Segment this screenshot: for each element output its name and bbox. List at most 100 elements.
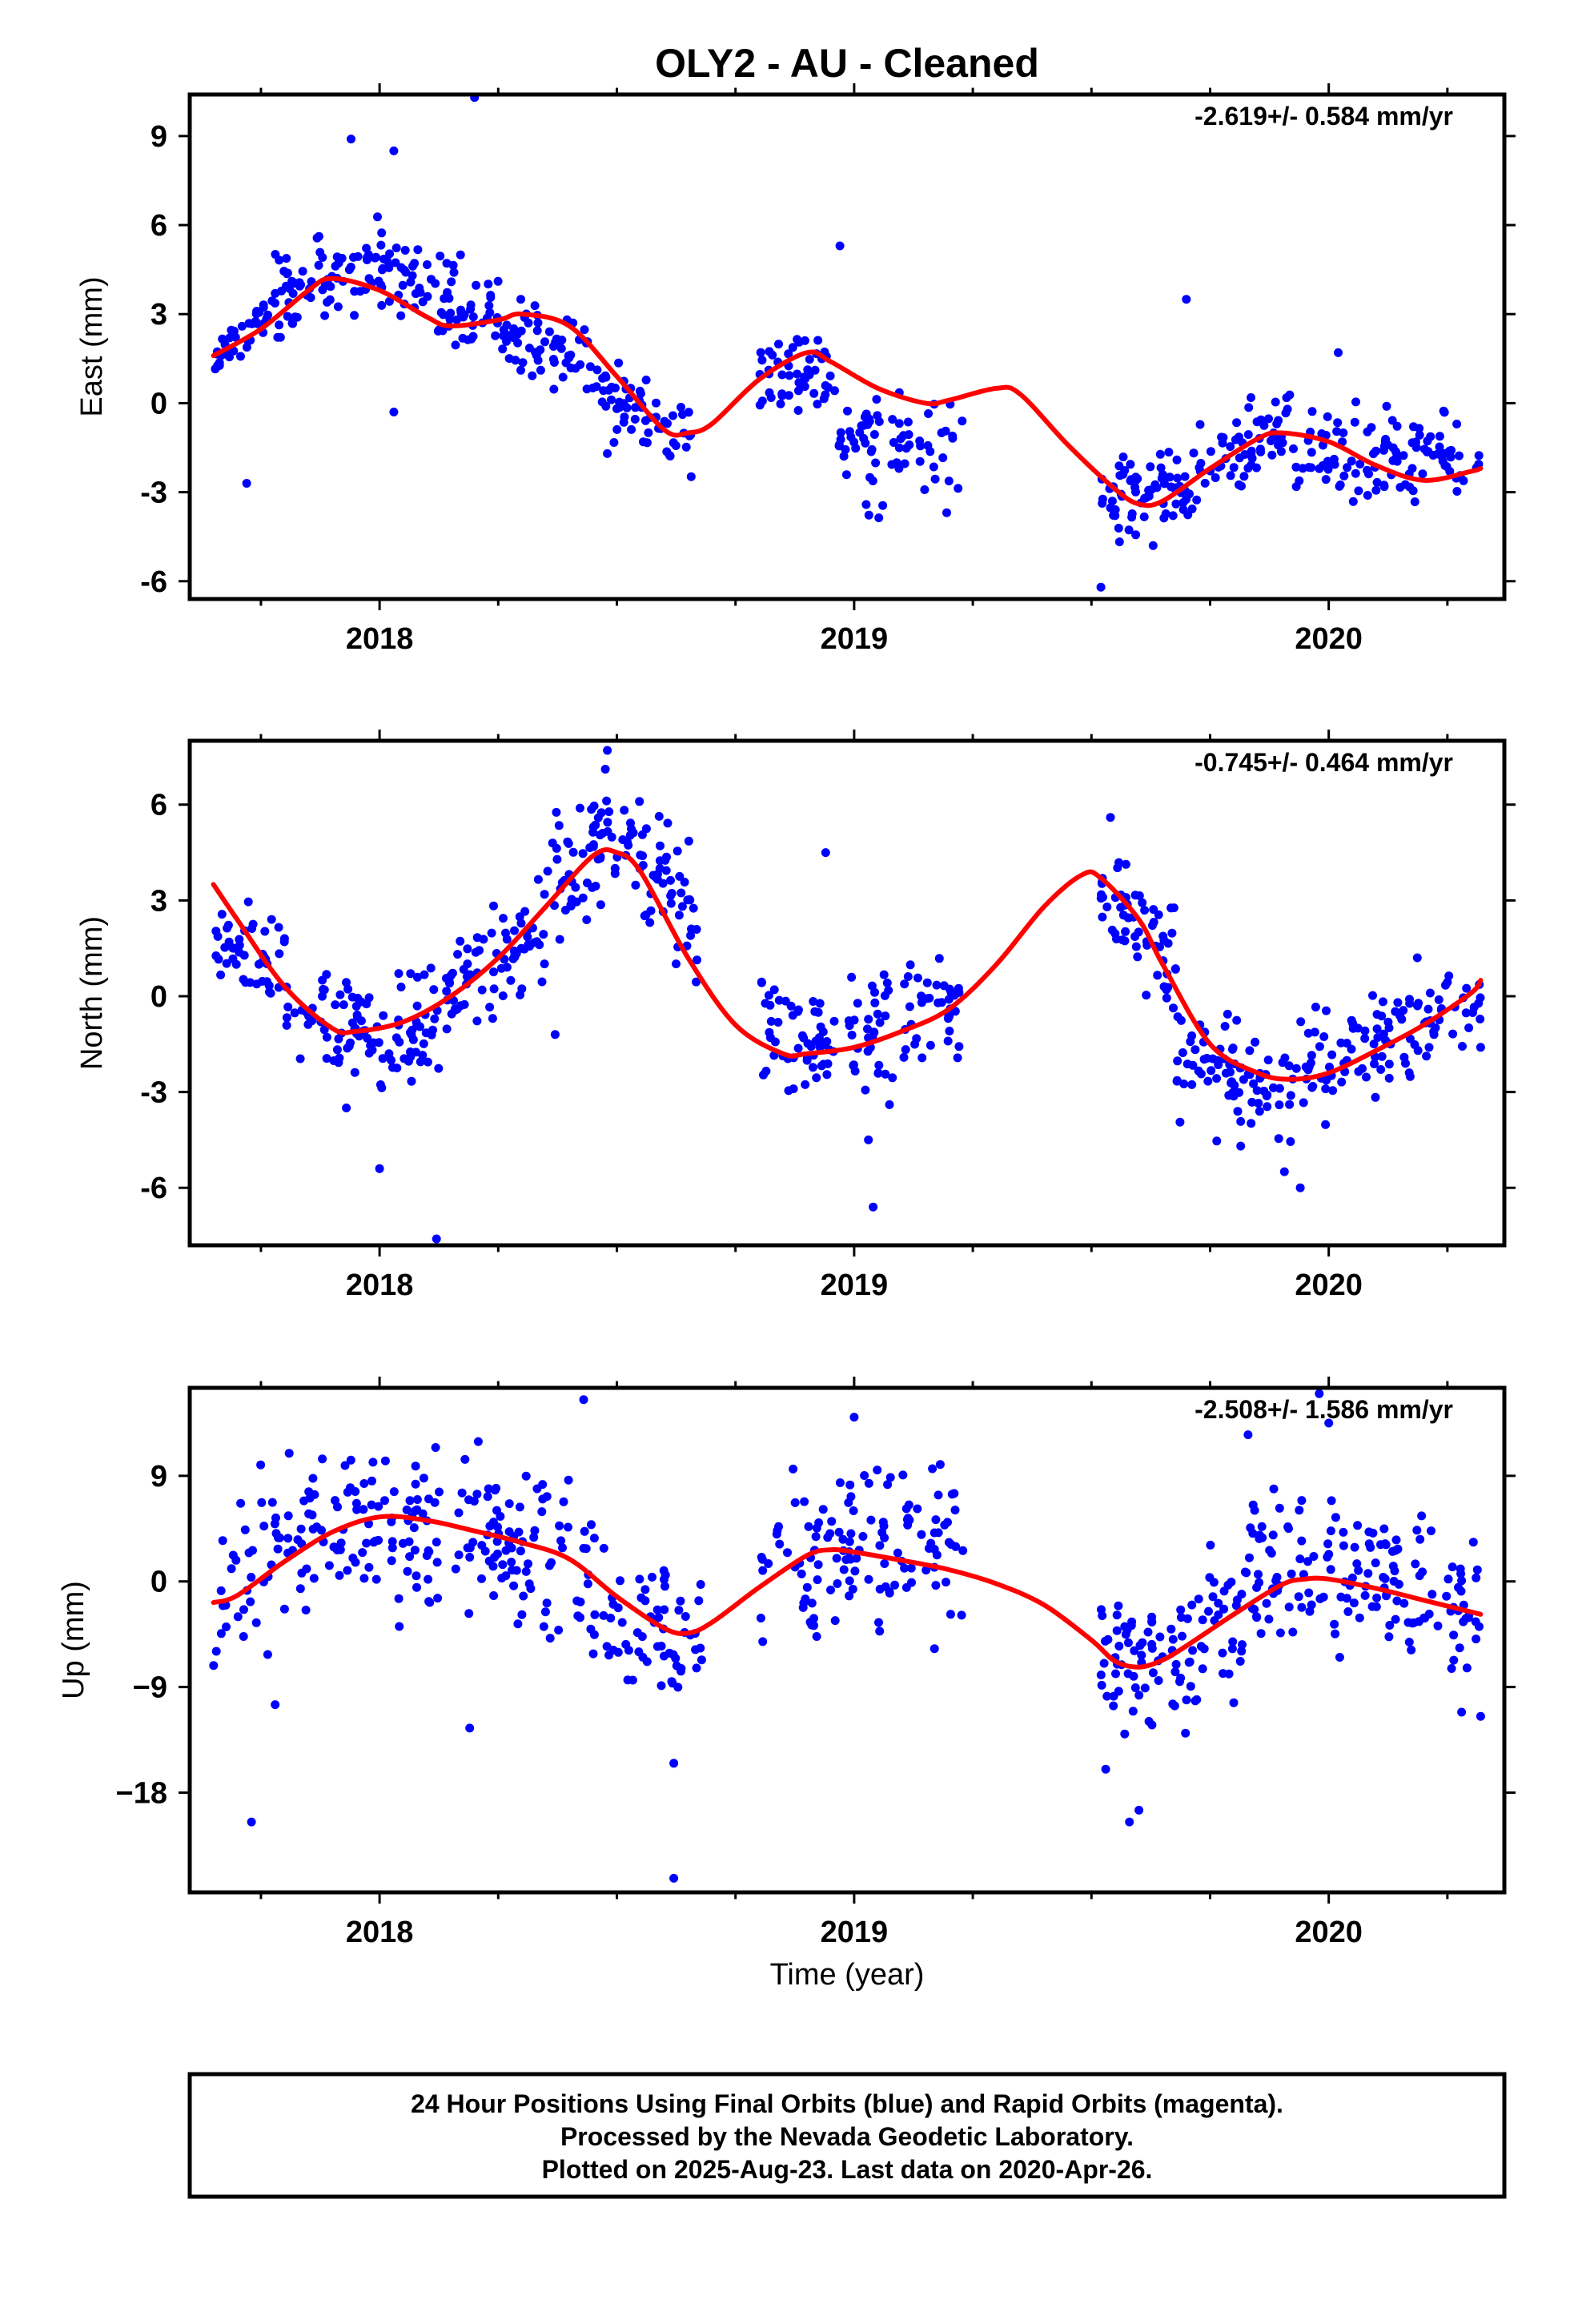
data-point [524, 1579, 534, 1589]
data-point [247, 924, 257, 933]
data-point [788, 343, 797, 352]
data-point [236, 1498, 246, 1508]
data-point [1131, 530, 1141, 540]
panel-up: 2018 2019 2020 −18 −9 0 9 Up (mm) -2.508+/- 1.58… [57, 1377, 1516, 1949]
data-point [363, 253, 371, 263]
data-point [512, 1566, 521, 1575]
model-fit-line [211, 275, 1484, 509]
data-point [407, 1030, 416, 1039]
data-point [1339, 1541, 1348, 1550]
data-point [1155, 449, 1165, 459]
data-point [592, 365, 602, 375]
data-point [1429, 1030, 1439, 1039]
data-point [580, 325, 589, 335]
data-point [567, 895, 576, 904]
data-point [1462, 983, 1472, 993]
data-point [614, 358, 624, 368]
data-point [864, 1478, 873, 1488]
data-point [1284, 1602, 1294, 1612]
data-point [631, 403, 640, 412]
data-point [283, 1002, 293, 1011]
data-point [484, 1484, 493, 1494]
data-point [524, 318, 533, 328]
data-point [845, 1576, 854, 1586]
data-point [284, 1449, 294, 1458]
data-point [1334, 348, 1343, 357]
data-point [477, 985, 487, 995]
data-point [1187, 1600, 1197, 1610]
data-point [549, 384, 559, 394]
data-point [489, 1591, 499, 1600]
data-point [1271, 397, 1280, 407]
data-point [398, 1538, 408, 1548]
data-point [308, 1524, 318, 1534]
data-point [1208, 1592, 1218, 1602]
data-point [835, 241, 845, 251]
data-point [1175, 1117, 1185, 1127]
data-point [859, 433, 869, 443]
data-point [836, 428, 845, 437]
data-point [632, 1628, 642, 1638]
data-point [564, 1475, 573, 1485]
data-point [624, 840, 633, 850]
data-point [1415, 1534, 1425, 1544]
data-point [645, 918, 655, 927]
y-tick-label: 9 [151, 1460, 167, 1494]
data-point [256, 1460, 266, 1470]
data-point [273, 332, 283, 342]
data-point [669, 1650, 678, 1659]
data-point [761, 1067, 771, 1076]
data-point [1178, 1048, 1187, 1057]
data-point [419, 1039, 428, 1048]
data-point [804, 1522, 813, 1531]
data-point [1325, 1062, 1334, 1072]
data-point [267, 1498, 277, 1507]
data-point [1191, 1045, 1200, 1055]
data-point [592, 382, 601, 392]
data-point [518, 358, 528, 368]
data-point [506, 975, 516, 985]
data-point [558, 372, 568, 382]
data-point [1389, 1577, 1399, 1586]
data-point [596, 808, 606, 818]
data-point [903, 972, 913, 981]
data-point [825, 371, 835, 380]
data-point [1118, 935, 1127, 945]
data-point [928, 1464, 938, 1474]
data-point [1382, 401, 1391, 411]
data-point [874, 1618, 883, 1627]
data-point [930, 1644, 939, 1654]
data-point [1456, 1586, 1466, 1596]
data-point [1297, 1536, 1307, 1546]
data-point [1109, 1701, 1118, 1711]
data-point [658, 879, 668, 888]
data-point [875, 1018, 885, 1027]
data-point [1333, 418, 1343, 428]
data-point [1448, 1029, 1458, 1039]
data-point [402, 1505, 412, 1514]
data-point [926, 1538, 936, 1548]
data-point [1240, 450, 1250, 459]
data-point [905, 1002, 914, 1011]
data-point [1355, 460, 1365, 468]
data-point [513, 1619, 523, 1629]
data-point [1385, 1621, 1395, 1630]
data-point [809, 997, 818, 1006]
data-point [617, 1618, 627, 1627]
data-point [452, 315, 461, 324]
data-point [1194, 1594, 1203, 1604]
data-point [1112, 1610, 1122, 1620]
data-point [640, 1596, 650, 1606]
data-point [1206, 1540, 1215, 1550]
data-point [587, 805, 596, 814]
data-point [244, 319, 254, 328]
data-point [1192, 1695, 1202, 1704]
data-point [214, 955, 223, 964]
data-point [812, 1523, 821, 1533]
data-point [1360, 1590, 1370, 1600]
data-point [279, 937, 289, 947]
data-point [213, 931, 223, 941]
data-point [307, 1510, 317, 1520]
data-point [1360, 1026, 1370, 1035]
data-point [1148, 541, 1158, 550]
